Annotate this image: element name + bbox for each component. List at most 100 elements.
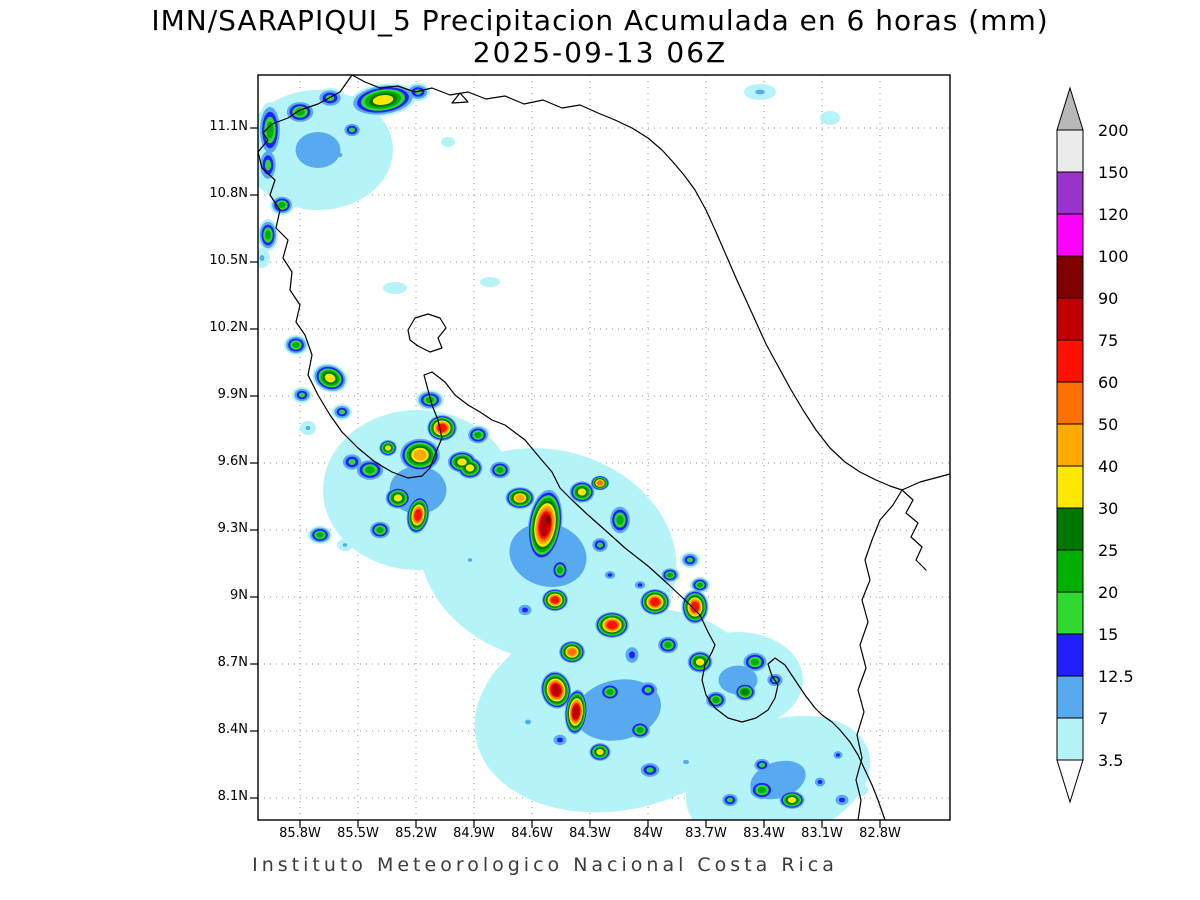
small-island-path — [451, 92, 469, 104]
precip-blob — [295, 108, 305, 116]
precip-blob — [557, 566, 563, 574]
x-tick-label: 83.4W — [743, 826, 785, 841]
almirante-bay-path — [901, 489, 927, 571]
precip-blob — [551, 684, 561, 696]
precip-blob — [727, 797, 733, 803]
footer-credit: Instituto Meteorologico Nacional Costa R… — [252, 854, 838, 876]
colorbar-segment — [1056, 717, 1084, 761]
colorbar-label: 25 — [1098, 541, 1118, 560]
y-tick-label: 8.7N — [217, 655, 248, 670]
precip-blob — [712, 697, 720, 703]
precip-blob — [376, 527, 384, 533]
colorbar-over-arrow — [1056, 86, 1084, 131]
precip-blob — [629, 651, 635, 659]
precip-blob — [492, 595, 508, 605]
y-tick-label: 10.5N — [209, 253, 248, 268]
tickmark-layer — [250, 127, 881, 828]
precip-blob — [292, 342, 300, 348]
precip-blob — [787, 797, 797, 803]
precip-blob — [372, 95, 394, 105]
colorbar-segment — [1056, 633, 1084, 677]
colorbar-segment — [1056, 675, 1084, 719]
colorbar-segment — [1056, 129, 1084, 173]
precip-blob — [567, 648, 577, 656]
colorbar-label: 15 — [1098, 625, 1118, 644]
precip-blob — [545, 515, 551, 525]
precip-blob — [295, 132, 341, 168]
precip-blob — [597, 542, 603, 548]
y-tick-label: 8.1N — [217, 789, 248, 804]
colorbar-label: 200 — [1098, 121, 1129, 140]
y-tick-label: 9.3N — [217, 521, 248, 536]
colorbar-segment — [1056, 381, 1084, 425]
y-tick-label: 9N — [230, 588, 248, 603]
y-tick-label: 11.1N — [209, 119, 248, 134]
precip-blob — [750, 658, 760, 666]
precip-blob — [759, 762, 765, 768]
y-tick-label: 9.9N — [217, 387, 248, 402]
caribbean-coast-path — [351, 74, 951, 491]
precip-blob — [515, 494, 525, 502]
precip-blob — [606, 620, 618, 630]
coastline-layer — [257, 74, 951, 821]
precip-blob — [650, 597, 660, 607]
chart-title: IMN/SARAPIQUI_5 Precipitacion Acumulada … — [151, 4, 1049, 37]
colorbar-label: 30 — [1098, 499, 1118, 518]
precip-blob — [597, 480, 603, 486]
precip-blob — [316, 532, 324, 538]
colorbar-label: 60 — [1098, 373, 1118, 392]
x-tick-label: 83.7W — [685, 826, 727, 841]
x-tick-label: 85.8W — [279, 826, 321, 841]
y-tick-label: 10.2N — [209, 320, 248, 335]
precip-blob — [457, 458, 467, 466]
colorbar-segment — [1056, 297, 1084, 341]
colorbar-label: 3.5 — [1098, 751, 1123, 770]
colorbar-label: 100 — [1098, 247, 1129, 266]
precip-blob — [337, 152, 343, 158]
precip-blob — [637, 583, 643, 587]
precip-blob — [497, 706, 513, 718]
precip-blob — [577, 488, 587, 496]
precip-blob — [385, 445, 391, 451]
colorbar: 200 150 120 100 90 75 60 50 40 30 25 20 15 12.5 7 3.5 — [1056, 86, 1134, 804]
precip-blob — [278, 202, 286, 208]
colorbar-label: 12.5 — [1098, 667, 1134, 686]
precip-blob — [265, 159, 271, 171]
colorbar-segment — [1056, 171, 1084, 215]
precip-blob — [383, 282, 407, 294]
panama-border-path — [855, 489, 903, 821]
colorbar-segment — [1056, 255, 1084, 299]
x-tick-label: 82.8W — [859, 826, 901, 841]
x-tick-label: 85.2W — [395, 826, 437, 841]
precip-blob — [557, 737, 563, 743]
colorbar-segment — [1056, 507, 1084, 551]
precip-blob — [687, 557, 693, 563]
precip-blob — [550, 596, 560, 604]
precipitation-layer — [258, 83, 871, 820]
precip-blob — [305, 425, 311, 431]
precip-blob — [572, 704, 580, 720]
precip-blob — [835, 753, 841, 757]
colorbar-segment — [1056, 423, 1084, 467]
precip-blob — [697, 582, 703, 588]
precip-blob — [339, 409, 345, 415]
precip-blob — [690, 601, 700, 613]
precip-blob — [496, 467, 504, 473]
precip-blob — [474, 432, 482, 438]
precip-blob — [413, 449, 427, 461]
y-tick-label: 10.8N — [209, 186, 248, 201]
precip-blob — [636, 727, 644, 733]
precip-blob — [741, 689, 749, 695]
x-tick-label: 84.6W — [511, 826, 553, 841]
colorbar-label: 20 — [1098, 583, 1118, 602]
y-tick-label: 9.6N — [217, 454, 248, 469]
colorbar-label: 40 — [1098, 457, 1118, 476]
precip-blob — [664, 642, 672, 648]
precip-blob — [299, 392, 305, 398]
chart-subtitle: 2025-09-13 06Z — [472, 36, 728, 69]
colorbar-segment — [1056, 549, 1084, 593]
precip-blob — [480, 277, 500, 287]
precip-blob — [607, 573, 613, 577]
y-tick-label: 8.4N — [217, 722, 248, 737]
